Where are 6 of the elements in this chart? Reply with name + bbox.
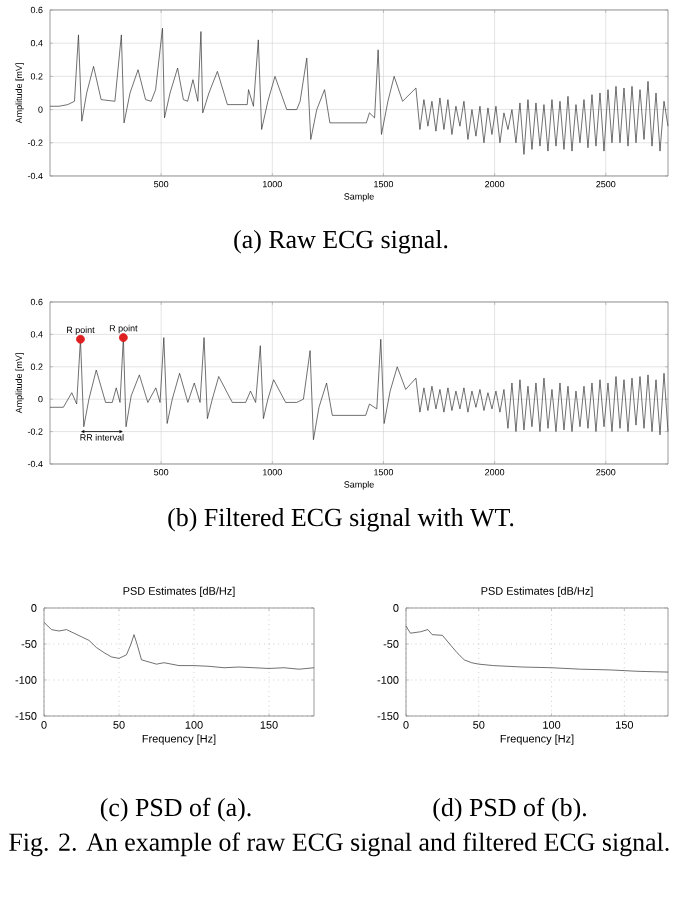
- line-series: [405, 625, 669, 673]
- text: (c) PSD of (a).: [100, 797, 251, 822]
- text: (a) Raw ECG signal.: [234, 230, 448, 254]
- caption: Fig. 2. An example of raw ECG signal and filtered ECG signal.: [9, 832, 669, 857]
- text: (b) Filtered ECG signal with WT.: [168, 508, 514, 532]
- text: (d) PSD of (b).: [433, 797, 586, 822]
